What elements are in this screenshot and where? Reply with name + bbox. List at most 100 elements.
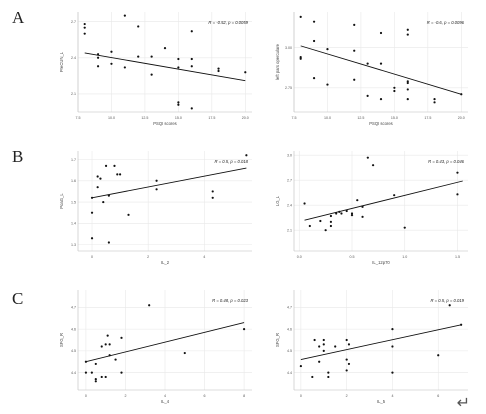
x-tick-label: 6	[437, 394, 439, 398]
data-point	[391, 345, 394, 348]
data-point	[83, 22, 86, 26]
data-point	[338, 210, 341, 213]
data-point	[456, 193, 459, 196]
data-point	[318, 360, 321, 363]
x-tick-label: 1.5	[455, 255, 460, 259]
data-point	[127, 213, 130, 216]
x-tick-label: 4	[164, 394, 166, 398]
plot-background	[294, 12, 468, 112]
panel-label-a: A	[12, 8, 25, 27]
data-point	[433, 101, 436, 104]
y-tick-label: 4.6	[71, 327, 76, 331]
y-tick-label: 3.00	[285, 46, 292, 50]
data-point	[137, 25, 140, 28]
correlation-annotation: R = 0.5, p = 0.018	[214, 159, 248, 164]
data-point	[120, 336, 123, 339]
data-point	[177, 66, 180, 69]
x-tick-label: 15.0	[391, 116, 398, 120]
correlation-annotation: R = -0.52, p = 0.0059	[208, 20, 248, 25]
x-axis-label: IL_5	[377, 399, 386, 404]
data-point	[108, 343, 111, 346]
y-tick-label: 3.0	[287, 153, 292, 157]
data-point	[299, 15, 302, 18]
data-point	[217, 67, 220, 70]
data-point	[371, 164, 375, 167]
y-axis-label: LG_L	[275, 195, 280, 206]
y-tick-label: 2.75	[285, 86, 292, 90]
data-point	[460, 93, 463, 96]
data-point	[327, 371, 330, 374]
data-point	[345, 209, 348, 213]
x-tick-label: 0.0	[297, 255, 302, 259]
y-tick-label: 2.7	[71, 20, 76, 24]
x-tick-label: 15.0	[175, 116, 182, 120]
data-point	[366, 94, 369, 97]
data-point	[190, 65, 193, 68]
data-point	[108, 354, 111, 357]
y-tick-label: 4.7	[71, 306, 76, 310]
data-point	[326, 47, 329, 51]
data-point	[244, 71, 247, 74]
plot-a-left: 7.5 10.0 12.5 15.0 17.5 20.0 2.1 2.4 2.7 PSQI sco…	[56, 8, 256, 128]
data-point	[123, 66, 126, 69]
x-tick-label: 4	[391, 394, 393, 398]
data-point	[350, 212, 354, 215]
data-point	[123, 14, 126, 17]
data-point	[110, 62, 113, 65]
y-tick-label: 4.6	[287, 327, 292, 331]
data-points	[84, 304, 246, 383]
data-point	[319, 219, 322, 223]
y-tick-label: 4.4	[71, 371, 76, 375]
data-point	[406, 80, 409, 83]
plot-background	[78, 151, 252, 251]
plot-b-left: 0 2 4 1.3 1.4 1.5 1.6 1.7 IL_2 PoaG_L R = 0.5, p =…	[56, 147, 256, 267]
x-tick-label: 2	[147, 255, 149, 259]
data-point	[345, 338, 348, 342]
data-point	[406, 28, 409, 31]
data-point	[190, 30, 193, 33]
data-point	[311, 375, 314, 379]
data-point	[322, 343, 325, 346]
x-tick-label: 1.0	[402, 255, 407, 259]
x-tick-label: 0	[300, 394, 302, 398]
y-tick-label: 1.5	[71, 200, 76, 204]
plot-b-right: 0.0 0.5 1.0 1.5 2.1 2.4 2.7 3.0 IL_12p70 LG_L R = …	[272, 147, 472, 267]
data-points	[299, 15, 463, 104]
data-point	[90, 211, 94, 214]
data-point	[318, 345, 321, 348]
data-point	[448, 304, 451, 307]
scatter-chart: 0.0 0.5 1.0 1.5 2.1 2.4 2.7 3.0 IL_12p70 LG_L R = …	[275, 151, 468, 265]
data-point	[148, 304, 151, 307]
data-points	[90, 154, 248, 244]
y-axis-label: SFG_R	[59, 333, 64, 347]
data-point	[190, 57, 193, 61]
data-point	[104, 375, 107, 379]
data-point	[183, 351, 186, 355]
x-tick-label: 17.5	[208, 116, 215, 120]
y-tick-label: 2.1	[71, 92, 76, 96]
y-axis-label: SFG_R	[275, 333, 280, 347]
data-point	[308, 224, 311, 228]
y-axis-label: left pars operculare	[275, 43, 280, 80]
data-point	[393, 194, 396, 197]
x-tick-label: 7.5	[292, 116, 297, 120]
data-point	[113, 164, 116, 167]
gridlines	[78, 151, 252, 251]
data-points	[299, 304, 463, 379]
data-point	[456, 171, 459, 174]
data-point	[361, 215, 364, 218]
x-tick-label: 0	[91, 255, 93, 259]
data-point	[403, 226, 406, 229]
data-point	[104, 343, 107, 346]
y-tick-label: 4.5	[71, 349, 76, 353]
data-point	[303, 202, 306, 205]
data-point	[90, 196, 94, 199]
y-tick-label: 2.7	[287, 178, 292, 182]
data-point	[340, 212, 343, 215]
y-tick-label: 1.3	[71, 243, 76, 247]
x-axis-label: IL_2	[161, 260, 170, 265]
data-point	[84, 371, 88, 374]
data-point	[406, 88, 409, 91]
data-point	[312, 20, 316, 23]
data-point	[322, 349, 325, 352]
